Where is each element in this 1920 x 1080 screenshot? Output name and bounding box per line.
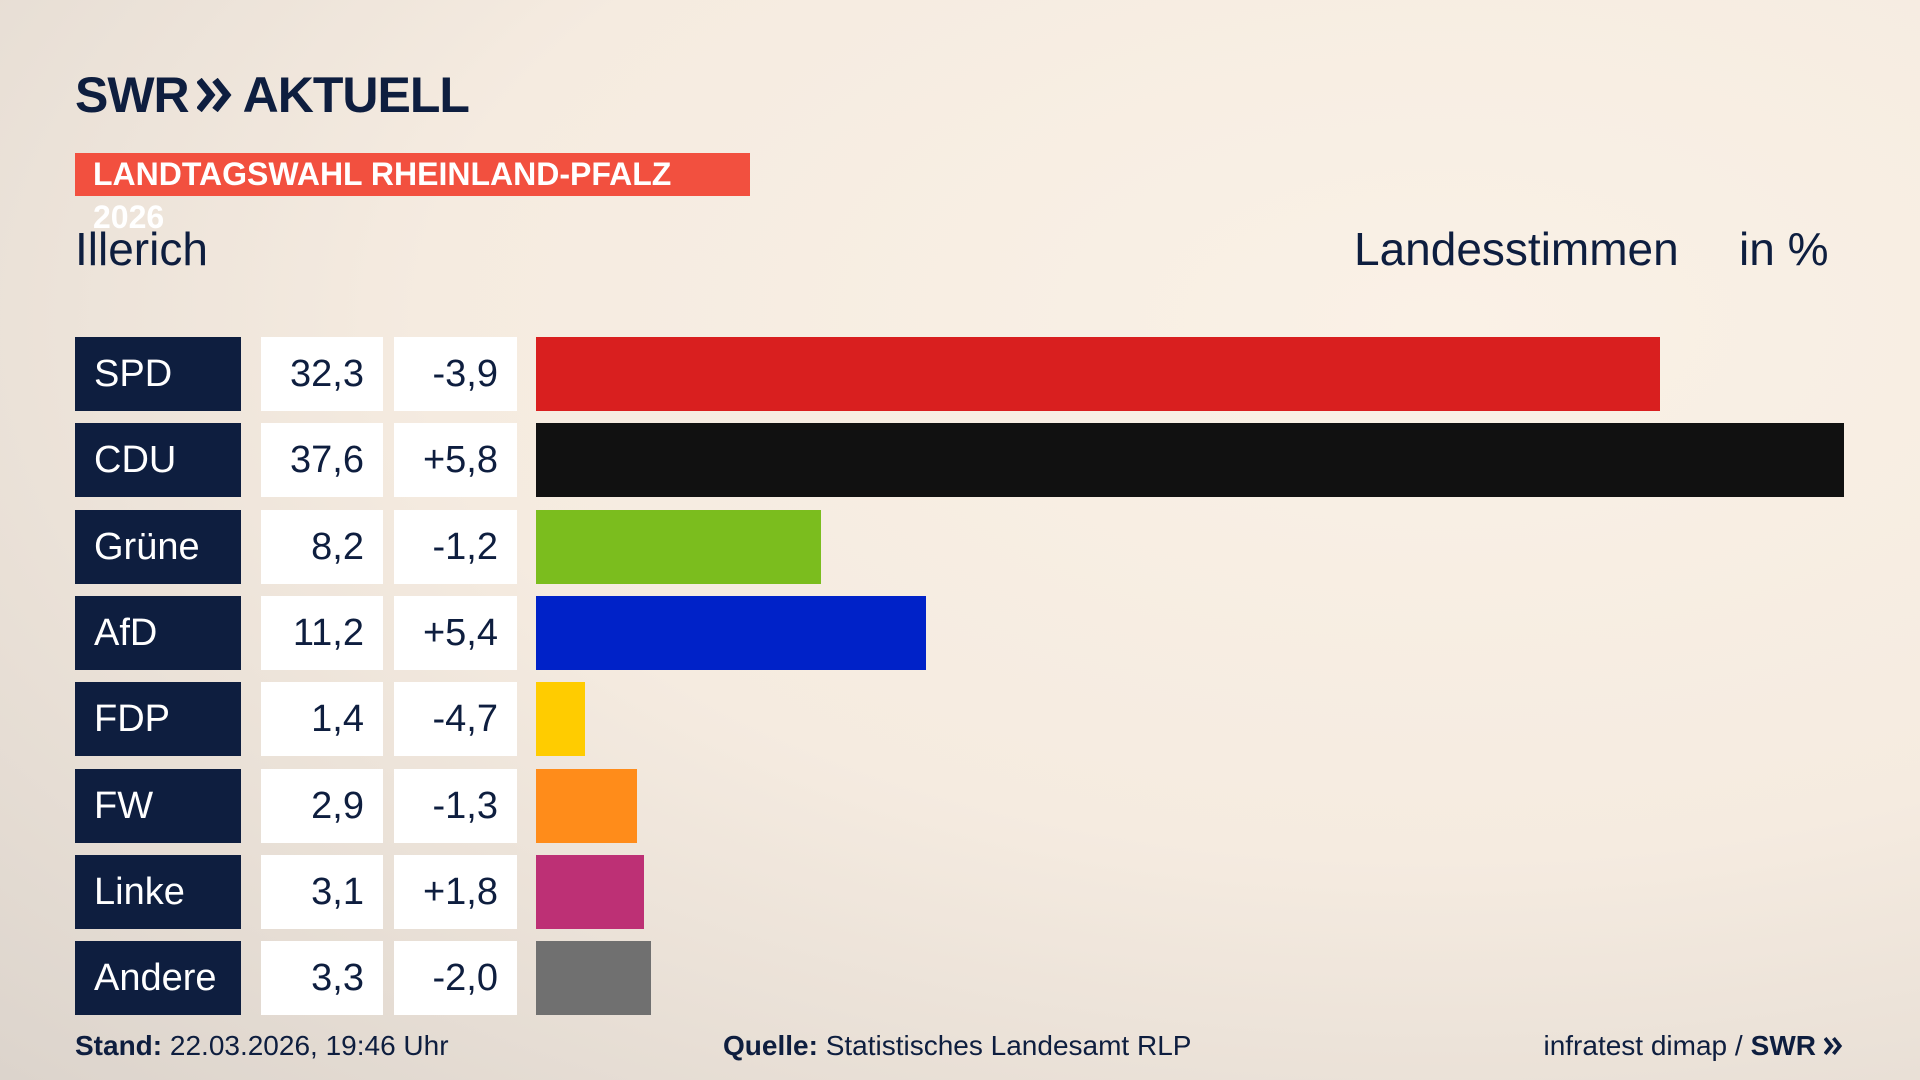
bar xyxy=(536,423,1844,498)
party-name: CDU xyxy=(75,423,241,498)
chevrons xyxy=(1824,1036,1843,1056)
source-value: Statistisches Landesamt RLP xyxy=(825,1030,1192,1061)
party-name: AfD xyxy=(75,595,241,670)
source: Quelle: Statistisches Landesamt RLP xyxy=(723,1030,1191,1062)
credit-text: infratest dimap / xyxy=(1543,1030,1743,1061)
value-label: 1,4 xyxy=(261,682,383,757)
badge: LANDTAGSWAHL RHEINLAND-PFALZ 2026 xyxy=(75,153,750,235)
stand-label: Stand: xyxy=(75,1030,163,1061)
change-label: -2,0 xyxy=(394,941,517,1016)
party-name: Andere xyxy=(75,941,241,1016)
unit-heading: in % xyxy=(1739,223,1829,275)
value-label: 3,3 xyxy=(261,941,383,1016)
bar xyxy=(536,337,1660,411)
party-name: SPD xyxy=(75,337,241,411)
value-label: 3,1 xyxy=(261,854,383,929)
stand-value: 22.03.2026, 19:46 Uhr xyxy=(169,1030,449,1061)
bar xyxy=(536,682,585,757)
source-label: Quelle: xyxy=(723,1030,818,1061)
value-label: 32,3 xyxy=(261,337,383,411)
brand: SWR xyxy=(75,67,190,123)
chart-title: Illerich xyxy=(75,223,208,275)
stand: Stand: 22.03.2026, 19:46 Uhr xyxy=(75,1030,449,1062)
bar xyxy=(536,768,637,843)
chevrons xyxy=(196,78,232,112)
credit: infratest dimap / SWR xyxy=(1543,1030,1844,1062)
value-label: 11,2 xyxy=(261,595,383,670)
change-label: +5,4 xyxy=(394,595,517,670)
change-label: -1,2 xyxy=(394,509,517,584)
change-label: -1,3 xyxy=(394,768,517,843)
party-name: Linke xyxy=(75,854,241,929)
brand-section: AKTUELL xyxy=(242,67,470,123)
change-label: -4,7 xyxy=(394,682,517,757)
bar xyxy=(536,941,651,1016)
bar xyxy=(536,854,644,929)
party-name: FDP xyxy=(75,682,241,757)
change-label: +5,8 xyxy=(394,423,517,498)
party-name: FW xyxy=(75,768,241,843)
value-heading: Landesstimmen xyxy=(1354,223,1679,275)
bar xyxy=(536,595,926,670)
party-name: Grüne xyxy=(75,509,241,584)
change-label: -3,9 xyxy=(394,337,517,411)
value-label: 37,6 xyxy=(261,423,383,498)
logo: SWR AKTUELL xyxy=(75,66,470,124)
change-label: +1,8 xyxy=(394,854,517,929)
credit-brand: SWR xyxy=(1750,1030,1816,1061)
bar xyxy=(536,509,822,584)
value-label: 2,9 xyxy=(261,768,383,843)
value-label: 8,2 xyxy=(261,509,383,584)
